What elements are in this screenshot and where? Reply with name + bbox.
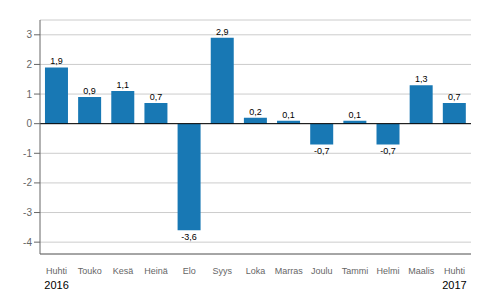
svg-text:Marras: Marras	[275, 266, 304, 276]
svg-text:Tammi: Tammi	[342, 266, 369, 276]
svg-text:Maalis: Maalis	[408, 266, 435, 276]
svg-text:1,9: 1,9	[50, 56, 63, 66]
svg-text:Huhti: Huhti	[444, 266, 465, 276]
svg-text:Joulu: Joulu	[311, 266, 333, 276]
svg-text:0,1: 0,1	[349, 110, 362, 120]
svg-text:-1: -1	[23, 148, 32, 159]
svg-text:2,9: 2,9	[216, 27, 229, 37]
svg-text:Touko: Touko	[78, 266, 102, 276]
svg-text:Huhti: Huhti	[46, 266, 67, 276]
svg-text:2017: 2017	[442, 279, 466, 291]
svg-text:Loka: Loka	[246, 266, 266, 276]
svg-text:Helmi: Helmi	[377, 266, 400, 276]
svg-text:0,2: 0,2	[249, 107, 262, 117]
svg-text:1,1: 1,1	[117, 80, 130, 90]
svg-text:-3,6: -3,6	[181, 232, 197, 242]
svg-text:1,3: 1,3	[415, 74, 428, 84]
svg-text:Kesä: Kesä	[113, 266, 134, 276]
svg-text:-3: -3	[23, 207, 32, 218]
svg-text:Syys: Syys	[213, 266, 233, 276]
svg-text:0,7: 0,7	[150, 92, 163, 102]
svg-text:0: 0	[26, 118, 32, 129]
svg-text:-0,7: -0,7	[314, 146, 330, 156]
svg-text:0,1: 0,1	[282, 110, 295, 120]
svg-text:Heinä: Heinä	[144, 266, 168, 276]
svg-text:0,7: 0,7	[448, 92, 461, 102]
svg-text:Elo: Elo	[183, 266, 196, 276]
svg-text:0,9: 0,9	[83, 86, 96, 96]
svg-text:-0,7: -0,7	[380, 146, 396, 156]
svg-text:-2: -2	[23, 177, 32, 188]
svg-text:-4: -4	[23, 237, 32, 248]
svg-text:2: 2	[26, 59, 32, 70]
svg-text:1: 1	[26, 89, 32, 100]
svg-text:3: 3	[26, 29, 32, 40]
svg-text:2016: 2016	[44, 279, 68, 291]
